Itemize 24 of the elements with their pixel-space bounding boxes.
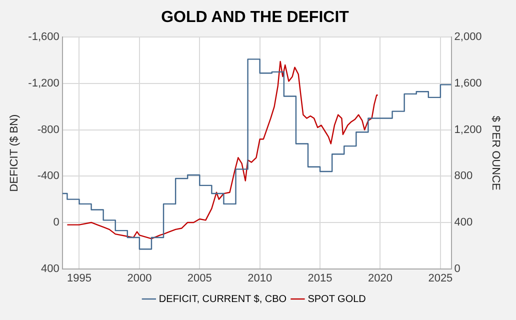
x-tick-label: 2005	[187, 272, 212, 284]
legend-label: DEFICIT, CURRENT $, CBO	[158, 294, 287, 305]
y2-tick-label: 1,600	[454, 78, 482, 90]
y2-tick-label: 800	[454, 170, 473, 182]
x-tick-label: 2020	[368, 272, 392, 284]
y-tick-label: -1,200	[28, 78, 60, 90]
x-tick-label: 2015	[308, 272, 332, 284]
x-tick-label: 1995	[67, 272, 92, 284]
y-tick-label: -1,600	[28, 31, 60, 44]
y-tick-label: -800	[37, 124, 60, 136]
y-tick-label: -400	[37, 170, 60, 182]
y2-tick-label: 1,200	[454, 124, 482, 136]
y-tick-label: 0	[53, 216, 60, 229]
y2-axis-title: $ PER OUNCE	[489, 116, 502, 190]
y-tick-label: 400	[41, 262, 60, 275]
x-tick-label: 2010	[248, 272, 272, 284]
legend-label: SPOT GOLD	[308, 294, 366, 305]
x-tick-label: 2000	[127, 272, 152, 284]
y2-tick-label: 2,000	[454, 31, 482, 44]
chart-title: GOLD AND THE DEFICIT	[161, 9, 350, 26]
y-axis-title: DEFICIT ($ BN)	[8, 114, 21, 192]
y2-tick-label: 400	[454, 216, 473, 229]
x-tick-label: 2025	[428, 272, 453, 284]
y2-tick-label: 0	[454, 262, 460, 275]
